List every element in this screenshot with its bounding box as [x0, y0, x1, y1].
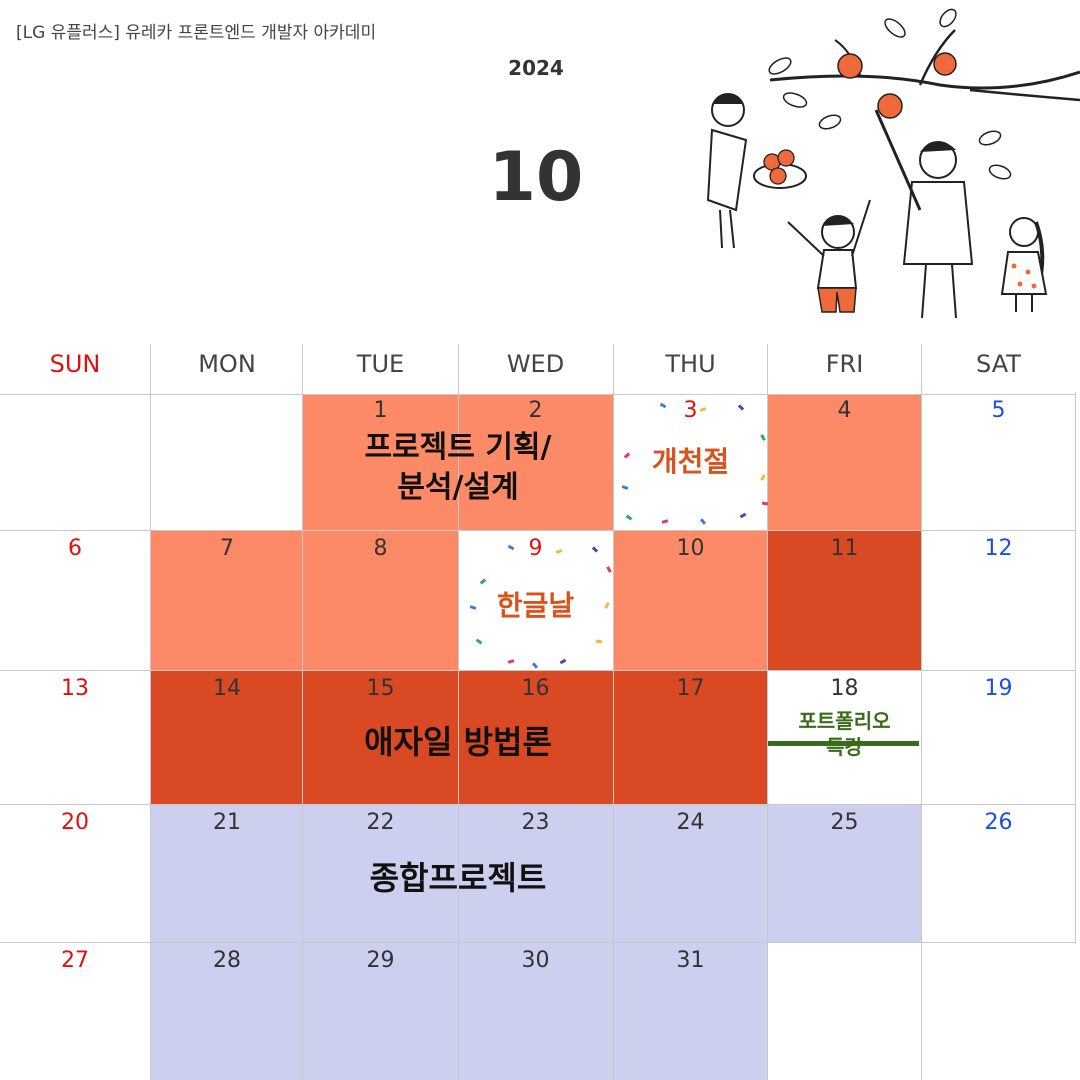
day-24: 24 [676, 810, 705, 835]
bg-oct17 [613, 671, 768, 805]
weekday-wed: WED [506, 350, 565, 378]
event-portfolio: 포트폴리오 특강 [768, 708, 921, 760]
bg-oct10 [613, 531, 768, 671]
day-16: 16 [521, 676, 550, 701]
day-28: 28 [213, 948, 241, 973]
weekday-sun: SUN [49, 350, 101, 378]
day-18: 18 [830, 676, 859, 701]
bg-oct8 [303, 531, 458, 671]
event-portfolio-line1: 포트폴리오 [798, 709, 891, 733]
bg-oct1 [303, 395, 458, 531]
day-6: 6 [68, 536, 82, 561]
day-26: 26 [984, 810, 1013, 835]
day-23: 23 [521, 810, 550, 835]
event-agile: 애자일 방법론 [364, 723, 552, 761]
day-12: 12 [984, 536, 1013, 561]
bg-oct7 [151, 531, 303, 671]
day-20: 20 [61, 810, 89, 835]
day-8: 8 [373, 536, 388, 561]
weekday-mon: MON [198, 350, 256, 378]
day-4: 4 [837, 398, 852, 423]
day-21: 21 [213, 810, 241, 835]
weekday-fri: FRI [825, 350, 864, 378]
day-27: 27 [61, 948, 89, 973]
day-3: 3 [683, 398, 698, 423]
bg-oct15 [303, 671, 458, 805]
day-22: 22 [366, 810, 395, 835]
bg-oct16 [458, 671, 613, 805]
weekday-tue: TUE [356, 350, 405, 378]
family-persimmon-illustration [706, 8, 1080, 319]
day-7: 7 [220, 536, 234, 561]
brand-title: [LG 유플러스] 유레카 프론트엔드 개발자 아카데미 [16, 23, 377, 43]
calendar-grid: SUN MON TUE WED THU FRI SAT 1 2 3 4 5 6 … [0, 344, 1080, 1080]
day-30: 30 [521, 948, 550, 973]
day-29: 29 [366, 948, 395, 973]
day-31: 31 [676, 948, 705, 973]
day-15: 15 [366, 676, 395, 701]
bg-week4 [151, 805, 921, 943]
bg-oct2 [458, 395, 613, 531]
event-planning-line1: 프로젝트 기획/ [364, 430, 552, 465]
event-project: 종합프로젝트 [369, 859, 547, 897]
bg-oct14 [151, 671, 303, 805]
day-25: 25 [830, 810, 859, 835]
day-13: 13 [61, 676, 89, 701]
day-17: 17 [676, 676, 705, 701]
event-planning-line2: 분석/설계 [397, 470, 519, 505]
day-11: 11 [830, 536, 859, 561]
day-2: 2 [528, 398, 543, 423]
month-label: 10 [488, 138, 584, 217]
bg-oct11 [768, 531, 921, 671]
day-10: 10 [676, 536, 705, 561]
holiday-gaecheonjeol: 개천절 [651, 445, 730, 478]
day-19: 19 [984, 676, 1013, 701]
bg-week5 [151, 943, 768, 1080]
year-label: 2024 [508, 56, 564, 80]
event-portfolio-line2: 특강 [826, 735, 863, 759]
holiday-hangeulnal: 한글날 [496, 589, 575, 622]
bg-oct4 [768, 395, 921, 531]
day-5: 5 [991, 398, 1006, 423]
day-14: 14 [213, 676, 241, 701]
weekday-sat: SAT [976, 350, 1021, 378]
day-9: 9 [528, 536, 543, 561]
day-1: 1 [373, 398, 388, 423]
weekday-thu: THU [665, 350, 716, 378]
portfolio-underline [768, 741, 919, 746]
event-planning: 프로젝트 기획/ 분석/설계 [303, 428, 613, 508]
